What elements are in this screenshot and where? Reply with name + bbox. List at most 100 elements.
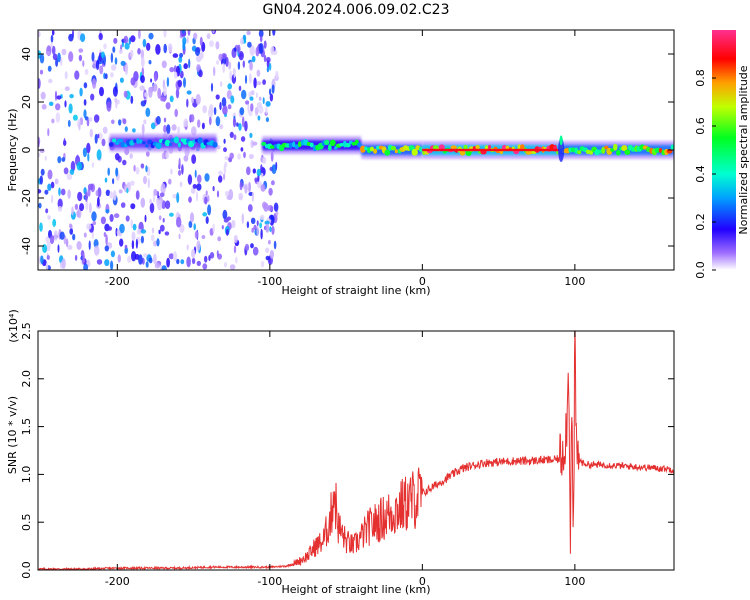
spectrogram-noise-blob bbox=[106, 101, 112, 112]
spectrogram-noise-blob bbox=[252, 168, 256, 174]
spectrogram-noise-blob bbox=[259, 35, 263, 43]
spectrogram-noise-blob bbox=[222, 105, 228, 115]
spectrogram-core-blob bbox=[616, 150, 621, 156]
spectrogram-noise-blob bbox=[126, 187, 129, 194]
spectrogram-noise-blob bbox=[166, 77, 170, 87]
spectrogram-noise-blob bbox=[38, 202, 42, 209]
spectrogram-noise-blob bbox=[179, 224, 185, 233]
spectrogram-noise-blob bbox=[61, 48, 67, 56]
spectrogram-noise-blob bbox=[45, 51, 51, 56]
spectrogram-noise-blob bbox=[47, 183, 52, 191]
spectrogram-noise-blob bbox=[120, 60, 126, 66]
spectrogram-noise-blob bbox=[212, 186, 215, 192]
spectrogram-noise-blob bbox=[242, 60, 245, 68]
spectrogram-noise-blob bbox=[239, 38, 244, 45]
spectrogram-noise-blob bbox=[269, 88, 272, 96]
spectrogram-noise-blob bbox=[145, 261, 149, 268]
spectrogram-noise-blob bbox=[95, 59, 100, 71]
spectrogram-noise-blob bbox=[183, 77, 186, 88]
spectrogram-noise-blob bbox=[239, 181, 243, 191]
spectrogram-noise-blob bbox=[237, 153, 241, 160]
spectrogram-core-blob bbox=[177, 142, 181, 148]
spectrogram-noise-blob bbox=[258, 105, 264, 114]
spectrogram-noise-blob bbox=[130, 95, 134, 104]
spectrogram-core-blob bbox=[112, 138, 117, 143]
spectrogram-noise-blob bbox=[101, 138, 106, 147]
spectrogram-noise-blob bbox=[257, 115, 261, 121]
spectrogram-noise-blob bbox=[91, 51, 95, 62]
spectrogram-core-blob bbox=[654, 147, 661, 153]
spectrogram-core-blob bbox=[505, 145, 510, 150]
spectrogram-noise-blob bbox=[152, 83, 158, 92]
spectrogram-noise-blob bbox=[213, 66, 216, 77]
spectrogram-noise-blob bbox=[100, 51, 105, 59]
spectrogram-noise-blob bbox=[258, 42, 264, 54]
spectrogram-noise-blob bbox=[107, 167, 110, 176]
spectrogram-noise-blob bbox=[103, 232, 107, 237]
spectrogram-noise-blob bbox=[208, 116, 212, 126]
spectrogram-noise-blob bbox=[191, 248, 196, 259]
spectrogram-noise-blob bbox=[191, 126, 197, 136]
spectrogram-noise-blob bbox=[130, 203, 136, 210]
spectrogram-noise-blob bbox=[111, 64, 117, 71]
spectrogram-noise-blob bbox=[132, 128, 136, 133]
spectrogram-noise-blob bbox=[95, 190, 99, 197]
spectrogram-noise-blob bbox=[76, 161, 83, 171]
spectrogram-noise-blob bbox=[180, 259, 185, 265]
spectrogram-noise-blob bbox=[79, 117, 84, 126]
spectrogram-noise-blob bbox=[119, 77, 124, 83]
spectrogram-noise-blob bbox=[223, 147, 227, 153]
chart-title: GN04.2024.006.09.02.C23 bbox=[263, 2, 450, 18]
spectrogram-noise-blob bbox=[104, 259, 110, 267]
spectrogram-noise-blob bbox=[46, 255, 50, 260]
spectrogram-noise-blob bbox=[79, 203, 85, 212]
spectrogram-core-blob bbox=[384, 149, 391, 156]
spectrogram-noise-blob bbox=[86, 118, 90, 127]
spectrogram-noise-blob bbox=[216, 250, 219, 258]
spectrogram-noise-blob bbox=[247, 41, 252, 48]
spectrogram-noise-blob bbox=[96, 149, 102, 161]
spectrogram-noise-blob bbox=[181, 164, 184, 175]
spectrogram-noise-blob bbox=[241, 213, 244, 224]
spectrogram-noise-blob bbox=[182, 36, 187, 45]
spectrogram-noise-blob bbox=[186, 90, 192, 95]
spectrogram-noise-blob bbox=[97, 196, 100, 207]
spectrogram-noise-blob bbox=[239, 107, 245, 116]
spectrogram-noise-blob bbox=[67, 189, 71, 199]
snr-panel: -200 -100 0 100 0.0 0.5 1.0 1.5 2.0 2.5 Height o… bbox=[6, 309, 675, 596]
spectrogram-noise-blob bbox=[250, 217, 256, 224]
spectrogram-noise-blob bbox=[48, 78, 53, 84]
spectrogram-noise-blob bbox=[72, 114, 78, 121]
spectrogram-noise-blob bbox=[143, 119, 147, 125]
spectrogram-noise-blob bbox=[275, 70, 279, 79]
spectrogram-core-blob bbox=[328, 144, 332, 151]
spectrogram-core-blob bbox=[164, 139, 171, 147]
spectrogram-noise-blob bbox=[271, 164, 277, 175]
spectrogram-noise-blob bbox=[199, 51, 204, 60]
spectrogram-noise-blob bbox=[232, 118, 237, 128]
spectrogram-noise-blob bbox=[39, 69, 44, 75]
spectrogram-core-blob bbox=[373, 148, 378, 154]
spectrogram-noise-blob bbox=[226, 89, 232, 100]
spectrogram-noise-blob bbox=[132, 223, 137, 231]
spectrogram-noise-blob bbox=[197, 119, 201, 128]
spectrogram-noise-blob bbox=[57, 198, 63, 209]
spectrogram-noise-blob bbox=[168, 43, 173, 52]
spectrogram-noise-blob bbox=[197, 174, 202, 184]
spectrogram-noise-blob bbox=[135, 166, 140, 175]
spectrogram-noise-blob bbox=[103, 43, 107, 50]
spectrogram-noise-blob bbox=[68, 51, 74, 62]
spectrogram-noise-blob bbox=[228, 61, 232, 70]
spectrogram-noise-blob bbox=[259, 222, 262, 229]
spectrogram-core-blob bbox=[610, 148, 615, 152]
spectrogram-noise-blob bbox=[207, 108, 213, 117]
spectrogram-core-blob bbox=[329, 139, 336, 146]
colorbar-tick-label: 0.8 bbox=[694, 69, 707, 87]
spectrogram-noise-blob bbox=[237, 61, 241, 70]
spectrogram-noise-blob bbox=[163, 30, 167, 38]
spectrogram-noise-blob bbox=[40, 168, 45, 176]
spectrogram-noise-blob bbox=[86, 142, 91, 154]
spectrogram-noise-blob bbox=[241, 89, 247, 100]
spectrogram-noise-blob bbox=[142, 38, 147, 48]
spectrogram-noise-blob bbox=[55, 103, 61, 111]
